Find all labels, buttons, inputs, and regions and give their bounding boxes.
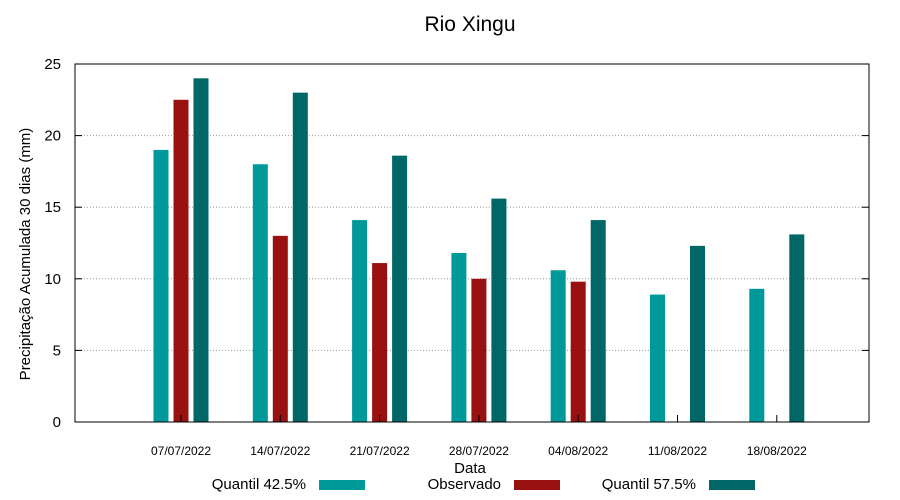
x-tick-label: 18/08/2022 [747,444,807,458]
legend-label: Quantil 57.5% [602,476,696,493]
bar-quantil-575 [590,220,606,422]
plot-frame [74,63,870,423]
y-tick-label: 20 [44,128,61,145]
bar-observado [471,278,487,422]
y-tick-label: 25 [44,56,61,73]
bar-quantil-425 [550,270,566,422]
legend-label: Quantil 42.5% [212,476,306,493]
bar-observado [570,281,586,422]
x-tick-label: 21/07/2022 [350,444,410,458]
chart-title: Rio Xingu [424,13,515,36]
legend: Quantil 42.5% Observado Quantil 57.5% [212,476,755,493]
x-tick-label: 04/08/2022 [548,444,608,458]
y-tick-label: 5 [53,342,61,359]
bar-observado [272,235,288,422]
bar-quantil-575 [789,234,805,422]
bar-quantil-575 [392,155,408,422]
y-axis-ticks: 0 5 10 15 20 25 [44,56,869,431]
bar-quantil-575 [690,245,705,422]
bar-quantil-575 [292,92,308,422]
y-tick-label: 15 [44,199,61,216]
bar-quantil-575 [193,78,209,422]
x-axis-label: Data [454,460,486,477]
y-tick-label: 0 [53,414,61,431]
x-tick-label: 14/07/2022 [250,444,310,458]
bar-quantil-425 [252,164,268,423]
bar-quantil-425 [749,288,765,422]
bar-observado [173,99,189,423]
bar-quantil-425 [451,253,467,422]
bars [153,78,805,423]
x-axis-ticks: 07/07/2022 14/07/2022 21/07/2022 28/07/2022… [151,415,807,458]
x-tick-label: 28/07/2022 [449,444,509,458]
y-tick-label: 10 [44,271,61,288]
legend-swatch [319,480,365,490]
bar-quantil-425 [352,220,368,422]
legend-label: Observado [428,476,501,493]
legend-swatch [514,480,560,490]
y-axis-label: Precipitação Acumulada 30 dias (mm) [17,128,34,381]
bar-quantil-425 [650,294,665,422]
x-tick-label: 11/08/2022 [648,444,707,458]
legend-swatch [709,480,755,490]
bar-quantil-575 [491,198,507,422]
x-tick-label: 07/07/2022 [151,444,211,458]
bar-observado [372,263,388,422]
bar-quantil-425 [153,149,169,423]
